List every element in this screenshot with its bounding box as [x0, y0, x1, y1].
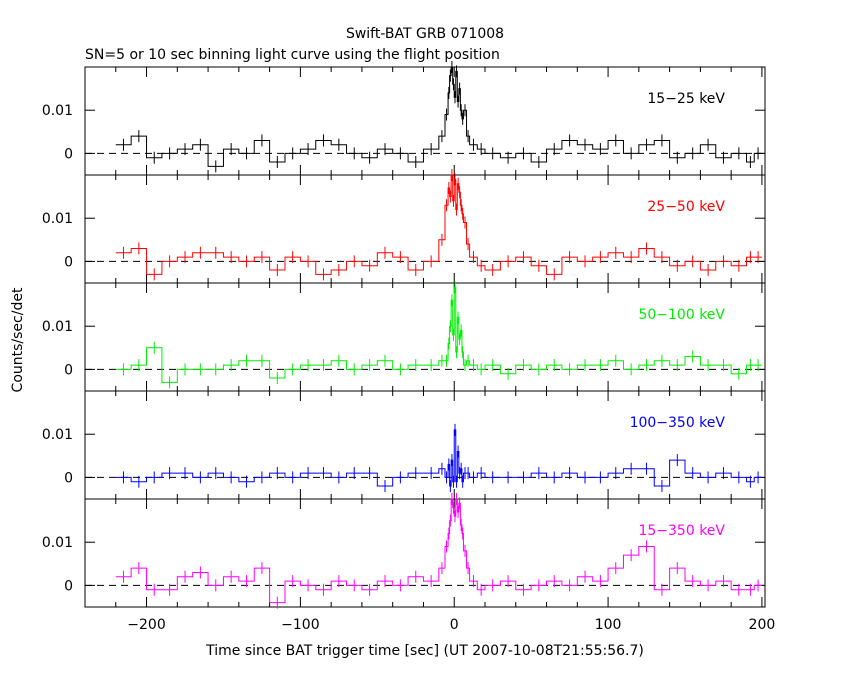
panel-5: 0 0.01 15−350 keV [42, 493, 766, 609]
y-tick-label: 0 [64, 254, 73, 270]
y-tick-label: 0 [64, 146, 73, 162]
panel-3: 0 0.01 50−100 keV [42, 281, 766, 392]
panel-1: 0 0.01 15−25 keV [42, 61, 766, 176]
series-line [115, 286, 762, 383]
energy-band-label: 15−350 keV [638, 523, 725, 539]
panel-2: 0 0.01 25−50 keV [42, 169, 766, 284]
series-line [115, 498, 762, 604]
x-tick-label: −200 [127, 617, 165, 633]
y-tick-label: 0.01 [42, 427, 73, 443]
x-axis-label: Time since BAT trigger time [sec] (UT 20… [205, 643, 644, 659]
y-tick-label: 0 [64, 362, 73, 378]
y-axis-label: Counts/sec/det [10, 287, 26, 392]
y-tick-label: 0.01 [42, 103, 73, 119]
series-line [115, 174, 762, 275]
chart-title: Swift-BAT GRB 071008 [346, 26, 504, 42]
panel-frame [84, 498, 766, 608]
series-line [115, 66, 762, 167]
x-tick-label: −100 [281, 617, 319, 633]
y-tick-label: 0.01 [42, 535, 73, 551]
x-tick-label: 100 [595, 617, 622, 633]
x-tick-label: 0 [450, 617, 459, 633]
energy-band-label: 50−100 keV [638, 307, 725, 323]
panels-group: 0 0.01 15−25 keV 0 0.01 25−50 keV 0 0.01 50−100 … [42, 61, 775, 633]
panel-4: 0 0.01 100−350 keV [42, 390, 766, 500]
y-tick-label: 0.01 [42, 211, 73, 227]
energy-band-label: 25−50 keV [647, 199, 725, 215]
y-tick-label: 0 [64, 470, 73, 486]
panel-frame [84, 282, 766, 392]
panel-frame [84, 390, 766, 500]
energy-band-label: 15−25 keV [647, 91, 725, 107]
series-line [115, 429, 762, 487]
y-tick-label: 0 [64, 578, 73, 594]
energy-band-label: 100−350 keV [630, 415, 726, 431]
x-tick-label: 200 [749, 617, 776, 633]
y-tick-label: 0.01 [42, 319, 73, 335]
panel-frame [84, 66, 766, 176]
panel-frame [84, 174, 766, 284]
chart-subtitle: SN=5 or 10 sec binning light curve using… [85, 47, 500, 63]
